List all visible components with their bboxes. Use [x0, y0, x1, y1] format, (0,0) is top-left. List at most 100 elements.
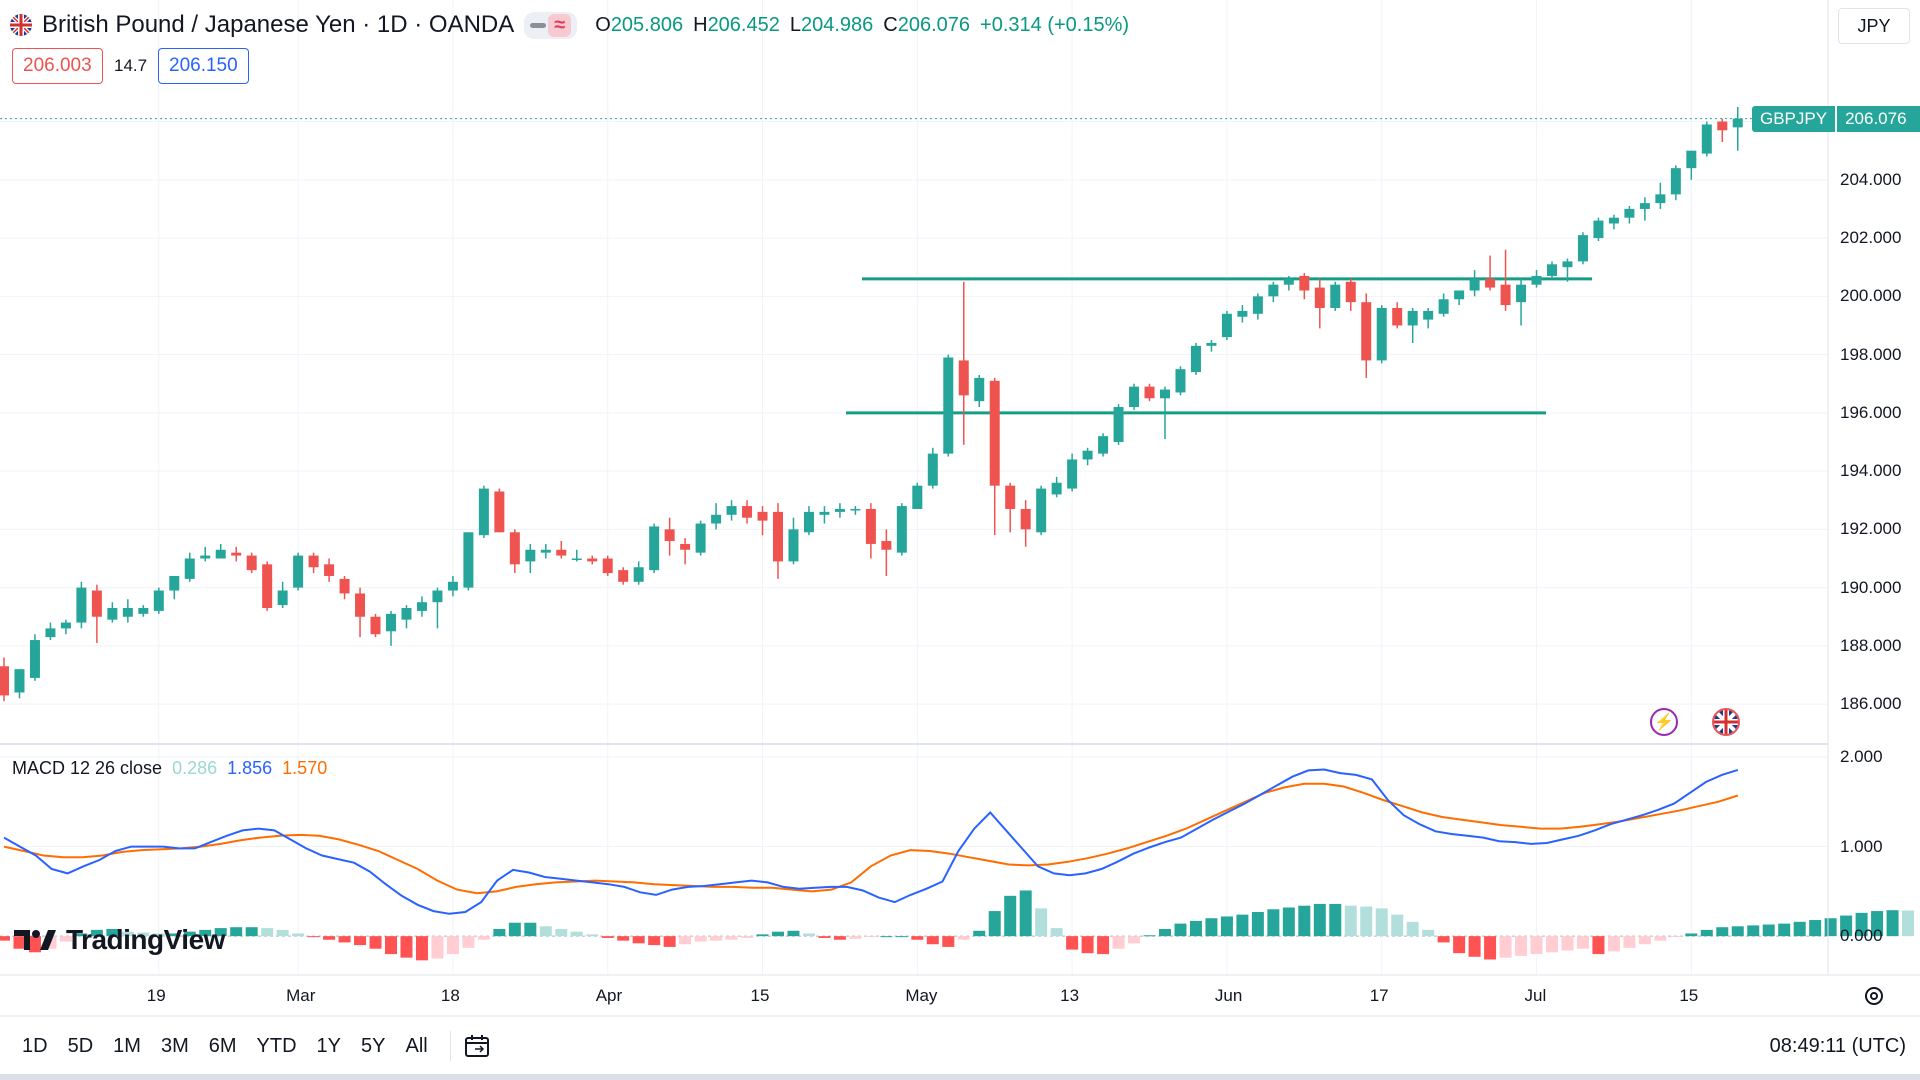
candle [788, 517, 799, 565]
candle-body [711, 514, 722, 524]
candle [463, 532, 474, 591]
open-label: O [595, 13, 611, 36]
bottom-toolbar: 1D 5D 1M 3M 6M YTD 1Y 5Y All 08:49:11 (UTC) [0, 1018, 1920, 1074]
macd-hist-bar [663, 936, 676, 947]
candle-body [850, 508, 861, 511]
candle [1361, 293, 1372, 378]
range-1m-button[interactable]: 1M [113, 1034, 141, 1057]
candle [1283, 275, 1294, 291]
candle [184, 552, 195, 582]
range-1d-button[interactable]: 1D [22, 1034, 48, 1057]
price-tick-label: 186.000 [1840, 694, 1902, 714]
macd-hist-bar [741, 936, 754, 938]
candle-body [45, 628, 56, 638]
range-6m-button[interactable]: 6M [208, 1034, 237, 1057]
range-1y-button[interactable]: 1Y [316, 1034, 342, 1057]
date-range-icon[interactable] [463, 1032, 491, 1060]
macd-hist-bar [911, 936, 924, 940]
candle-body [1206, 342, 1217, 346]
candle-body [1423, 310, 1434, 320]
macd-hist-bar [1344, 905, 1357, 937]
candle [1020, 500, 1031, 547]
candle-body [1608, 217, 1619, 224]
candle-body [1732, 118, 1743, 128]
candle-body [912, 485, 923, 509]
candle-body [927, 453, 938, 486]
macd-hist-bar [942, 936, 955, 947]
symbol-title[interactable]: British Pound / Japanese Yen · 1D · OAND… [42, 11, 515, 38]
candle [1144, 383, 1155, 402]
settings-icon[interactable] [1862, 984, 1886, 1008]
chart-canvas[interactable] [0, 0, 1920, 1018]
macd-hist-bar [400, 936, 413, 958]
buy-price-button[interactable]: 206.150 [158, 48, 249, 84]
macd-hist-bar [880, 936, 893, 938]
candle [633, 561, 644, 585]
candle-body [184, 558, 195, 579]
candle-body [1361, 302, 1372, 361]
event-flag-icon[interactable] [1712, 708, 1740, 736]
candle-body [1299, 275, 1310, 291]
candle-body [463, 532, 474, 588]
candle-body [1268, 284, 1279, 297]
sell-price-button[interactable]: 206.003 [12, 48, 103, 84]
candle-body [525, 549, 536, 562]
candle-body [1144, 386, 1155, 399]
candle-body [664, 529, 675, 542]
candle-body [1252, 296, 1263, 314]
candle [231, 546, 242, 562]
macd-hist-bar [1406, 921, 1419, 937]
range-5d-button[interactable]: 5D [67, 1034, 94, 1057]
macd-hist-bar [694, 936, 707, 942]
candle [1330, 281, 1341, 311]
candle [1577, 232, 1588, 265]
candle-body [974, 377, 985, 402]
macd-hist-bar [1499, 936, 1512, 958]
macd-hist-bar [1546, 936, 1558, 953]
candle [571, 549, 582, 562]
candle [726, 500, 737, 521]
macd-hist-bar [818, 936, 831, 938]
macd-hist-bar [292, 933, 305, 937]
candle [1732, 106, 1743, 151]
candle [169, 575, 180, 600]
candle [45, 622, 56, 641]
utc-clock[interactable]: 08:49:11 (UTC) [1769, 1034, 1906, 1057]
range-3m-button[interactable]: 3M [160, 1034, 189, 1057]
macd-hist-bar [1669, 936, 1682, 938]
candle [1314, 278, 1325, 329]
macd-hist-bar [586, 934, 599, 937]
macd-hist-bar [1468, 936, 1481, 957]
time-tick-label: 15 [750, 986, 770, 1005]
candle-body [819, 511, 830, 515]
close-label: C [883, 13, 898, 36]
open-value: 205.806 [610, 13, 684, 36]
candle-body [571, 558, 582, 560]
currency-dropdown[interactable]: JPY [1838, 8, 1910, 44]
range-5y-button[interactable]: 5Y [361, 1034, 386, 1057]
candle-body [91, 590, 102, 617]
macd-hist-bar [13, 936, 26, 949]
candle-body [1160, 389, 1170, 399]
candle [215, 543, 226, 559]
minus-icon [530, 22, 547, 28]
range-ytd-button[interactable]: YTD [256, 1034, 297, 1057]
macd-hist-bar [152, 933, 165, 937]
macd-hist-bar [926, 936, 939, 945]
candle [1036, 485, 1047, 536]
price-tick-label: 200.000 [1840, 286, 1902, 306]
indicator-toggle[interactable]: ≈ [524, 11, 578, 39]
candle [1469, 270, 1480, 297]
wave-icon: ≈ [548, 13, 572, 37]
candle-body [587, 558, 598, 562]
range-all-button[interactable]: All [405, 1034, 428, 1057]
candle-body [1469, 278, 1480, 291]
macd-hist-bar [1112, 936, 1125, 949]
candle-body [386, 613, 396, 632]
price-tick-label: 188.000 [1840, 635, 1902, 655]
candle-body [788, 529, 799, 562]
macd-hist-bar [1050, 928, 1063, 937]
macd-hist-bar [648, 936, 661, 946]
lightning-icon[interactable]: ⚡ [1650, 708, 1678, 736]
macd-hist-bar [199, 929, 212, 937]
